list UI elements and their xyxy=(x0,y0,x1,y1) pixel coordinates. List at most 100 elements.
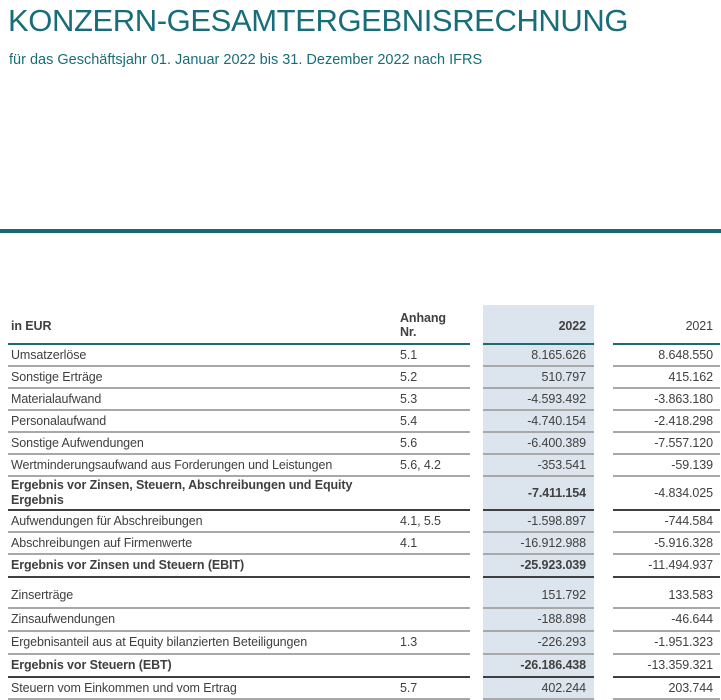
row-note xyxy=(398,555,470,578)
column-gap xyxy=(470,345,483,367)
column-gap xyxy=(594,477,613,511)
row-label: Abschreibungen auf Firmenwerte xyxy=(8,533,398,555)
row-value-2021: -13.359.321 xyxy=(613,655,720,678)
column-gap xyxy=(470,655,483,678)
row-value-2021: 203.744 xyxy=(613,678,720,700)
row-note: 4.1, 5.5 xyxy=(398,511,470,533)
column-gap xyxy=(594,578,613,609)
row-note: 5.3 xyxy=(398,389,470,411)
row-value-2022: -353.541 xyxy=(483,455,594,477)
column-gap xyxy=(470,578,483,609)
row-value-2022: -26.186.438 xyxy=(483,655,594,678)
row-note xyxy=(398,609,470,632)
column-header-note-text: Anhang Nr. xyxy=(400,311,446,339)
column-gap xyxy=(594,609,613,632)
row-note: 5.6, 4.2 xyxy=(398,455,470,477)
row-value-2022: -226.293 xyxy=(483,632,594,655)
row-value-2022: -188.898 xyxy=(483,609,594,632)
column-gap xyxy=(594,655,613,678)
table-row: Personalaufwand 5.4 -4.740.154 -2.418.298 xyxy=(8,411,720,433)
row-value-2021: -7.557.120 xyxy=(613,433,720,455)
column-gap xyxy=(470,367,483,389)
row-note: 5.4 xyxy=(398,411,470,433)
column-gap xyxy=(470,433,483,455)
column-gap xyxy=(470,477,483,511)
row-value-2022: 151.792 xyxy=(483,578,594,609)
row-value-2021: 8.648.550 xyxy=(613,345,720,367)
income-statement-table: in EUR Anhang Nr. 2022 2021 Umsatzerlöse… xyxy=(8,305,720,700)
table-row: Steuern vom Einkommen und vom Ertrag 5.7 4… xyxy=(8,678,720,700)
note-header-line2: Nr. xyxy=(400,325,417,339)
row-value-2021: -1.951.323 xyxy=(613,632,720,655)
table-total-row: Ergebnis vor Zinsen und Steuern (EBIT) -2… xyxy=(8,555,720,578)
table-row: Sonstige Erträge 5.2 510.797 415.162 xyxy=(8,367,720,389)
column-gap xyxy=(594,533,613,555)
page-title: KONZERN-GESAMTERGEBNISRECHNUNG xyxy=(8,3,629,38)
row-label: Personalaufwand xyxy=(8,411,398,433)
column-gap xyxy=(470,411,483,433)
teal-divider xyxy=(0,229,721,233)
row-value-2021: -4.834.025 xyxy=(613,477,720,511)
page-subtitle: für das Geschäftsjahr 01. Januar 2022 bi… xyxy=(9,52,483,68)
row-value-2021: -2.418.298 xyxy=(613,411,720,433)
table-total-row: Ergebnis vor Steuern (EBT) -26.186.438 -13… xyxy=(8,655,720,678)
table-header-row: in EUR Anhang Nr. 2022 2021 xyxy=(8,305,720,345)
row-note: 4.1 xyxy=(398,533,470,555)
row-note xyxy=(398,578,470,609)
row-value-2022: -4.740.154 xyxy=(483,411,594,433)
row-value-2022: 402.244 xyxy=(483,678,594,700)
column-gap xyxy=(470,609,483,632)
note-header-line1: Anhang xyxy=(400,311,446,325)
column-gap xyxy=(594,632,613,655)
row-label: Ergebnisanteil aus at Equity bilanzierte… xyxy=(8,632,398,655)
table-row: Zinserträge 151.792 133.583 xyxy=(8,578,720,609)
row-label: Ergebnis vor Zinsen und Steuern (EBIT) xyxy=(8,555,398,578)
column-header-note: Anhang Nr. xyxy=(398,305,470,345)
row-value-2022: -6.400.389 xyxy=(483,433,594,455)
column-gap xyxy=(594,511,613,533)
row-label: Zinsaufwendungen xyxy=(8,609,398,632)
column-gap xyxy=(470,678,483,700)
column-gap xyxy=(594,555,613,578)
row-label: Sonstige Erträge xyxy=(8,367,398,389)
column-header-year-2022: 2022 xyxy=(483,305,594,345)
row-value-2022: -1.598.897 xyxy=(483,511,594,533)
row-label: Ergebnis vor Zinsen, Steuern, Abschreibu… xyxy=(8,477,398,511)
row-value-2022: 8.165.626 xyxy=(483,345,594,367)
table-row: Aufwendungen für Abschreibungen 4.1, 5.5-… xyxy=(8,511,720,533)
table-total-row: Ergebnis vor Zinsen, Steuern, Abschreibu… xyxy=(8,477,720,511)
row-label: Sonstige Aufwendungen xyxy=(8,433,398,455)
column-header-year-2021: 2021 xyxy=(613,305,720,345)
row-label: Steuern vom Einkommen und vom Ertrag xyxy=(8,678,398,700)
row-value-2021: -59.139 xyxy=(613,455,720,477)
column-header-unit: in EUR xyxy=(8,305,398,345)
column-gap xyxy=(470,455,483,477)
row-value-2022: -7.411.154 xyxy=(483,477,594,511)
row-value-2022: 510.797 xyxy=(483,367,594,389)
row-label: Ergebnis vor Steuern (EBT) xyxy=(8,655,398,678)
column-gap xyxy=(470,533,483,555)
row-value-2022: -4.593.492 xyxy=(483,389,594,411)
row-note: 5.2 xyxy=(398,367,470,389)
row-value-2021: 415.162 xyxy=(613,367,720,389)
table-row: Wertminderungsaufwand aus Forderungen un… xyxy=(8,455,720,477)
table-row: Umsatzerlöse 5.1 8.165.626 8.648.550 xyxy=(8,345,720,367)
column-gap xyxy=(594,389,613,411)
row-value-2021: -744.584 xyxy=(613,511,720,533)
row-label: Zinserträge xyxy=(8,578,398,609)
row-note: 5.6 xyxy=(398,433,470,455)
row-note: 1.3 xyxy=(398,632,470,655)
table-body: Umsatzerlöse 5.1 8.165.626 8.648.550 Sonstig… xyxy=(8,345,720,700)
row-value-2021: -5.916.328 xyxy=(613,533,720,555)
row-note xyxy=(398,655,470,678)
row-value-2021: 133.583 xyxy=(613,578,720,609)
column-gap xyxy=(594,345,613,367)
table-row: Sonstige Aufwendungen 5.6 -6.400.389 -7.557… xyxy=(8,433,720,455)
column-gap xyxy=(594,411,613,433)
row-value-2022: -16.912.988 xyxy=(483,533,594,555)
column-gap xyxy=(470,555,483,578)
row-label: Umsatzerlöse xyxy=(8,345,398,367)
table-row: Ergebnisanteil aus at Equity bilanzierte… xyxy=(8,632,720,655)
column-gap xyxy=(594,455,613,477)
